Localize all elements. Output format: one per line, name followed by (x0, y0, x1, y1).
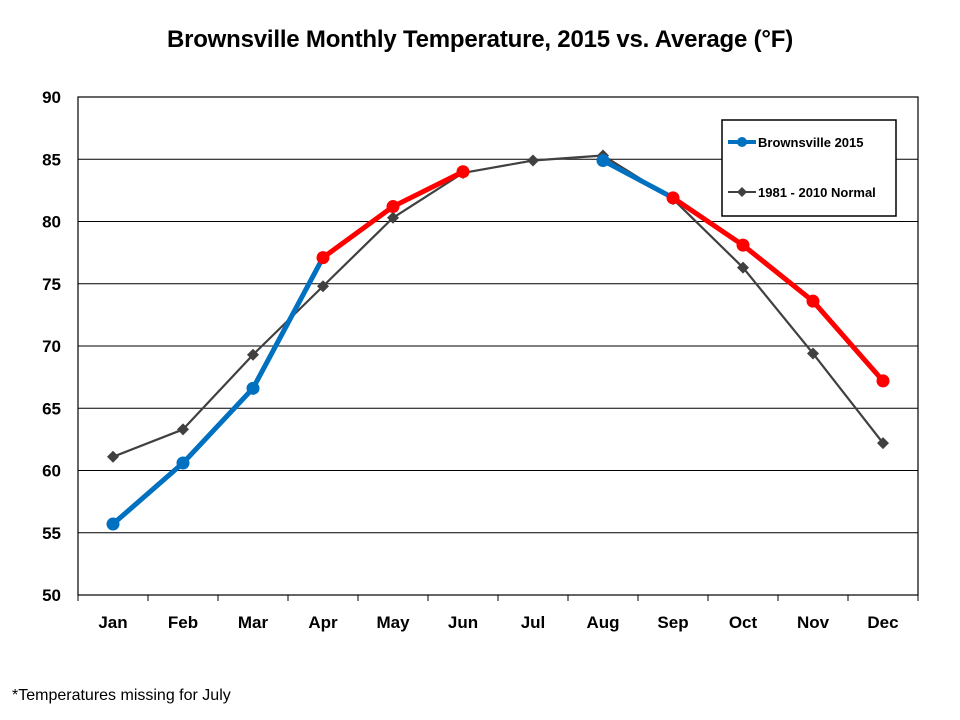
series-2015-point (806, 294, 820, 308)
legend-swatch-2015-marker (737, 137, 747, 147)
series-2015-segment (600, 157, 676, 201)
normal-point (177, 423, 189, 436)
y-tick-label: 75 (42, 275, 61, 294)
x-tick-label: Sep (657, 613, 688, 632)
y-tick-label: 80 (42, 213, 61, 232)
series-2015-point (106, 517, 120, 531)
series-2015-point (176, 456, 190, 470)
legend-box (721, 119, 897, 217)
series-markers (106, 149, 890, 531)
normal-point (107, 450, 119, 463)
normal-series-line (112, 154, 884, 458)
x-tick-label: Mar (238, 613, 269, 632)
series-2015-segment (180, 385, 256, 466)
x-tick-label: Dec (867, 613, 898, 632)
legend-swatch-normal-marker (737, 187, 747, 197)
x-tick-label: Jul (521, 613, 546, 632)
legend: Brownsville 2015 1981 - 2010 Normal (721, 119, 897, 217)
y-tick-label: 85 (42, 150, 61, 169)
x-tick-label: Nov (797, 613, 830, 632)
y-tick-label: 65 (42, 399, 61, 418)
footnote: *Temperatures missing for July (12, 687, 231, 704)
series-2015-point (246, 381, 260, 395)
series-2015-point (596, 153, 610, 167)
x-tick-label: Jun (448, 613, 478, 632)
normal-point (387, 211, 399, 224)
series-2015-point (386, 200, 400, 214)
series-2015-point (736, 238, 750, 252)
series-2015-point (456, 165, 470, 179)
y-tick-label: 90 (42, 88, 61, 107)
x-tick-label: Oct (729, 613, 758, 632)
y-tick-label: 70 (42, 337, 61, 356)
series-lines (110, 154, 886, 527)
y-tick-label: 55 (42, 524, 61, 543)
series-2015-segment (320, 204, 396, 261)
series-2015-segment (810, 298, 886, 384)
normal-point (737, 261, 749, 274)
series-2015-point (316, 251, 330, 265)
series-2015-point (666, 191, 680, 205)
normal-point (877, 437, 889, 450)
x-tick-label: Aug (586, 613, 619, 632)
series-2015-segment (740, 242, 816, 304)
x-tick-label: May (376, 613, 410, 632)
x-tick-label: Apr (308, 613, 338, 632)
x-tick-label: Jan (98, 613, 127, 632)
series-2015-segment (110, 460, 186, 527)
legend-label-normal: 1981 - 2010 Normal (758, 185, 876, 200)
normal-point (247, 348, 259, 361)
legend-label-2015: Brownsville 2015 (758, 135, 864, 150)
series-2015-segment (390, 169, 466, 210)
series-2015-segment (670, 195, 746, 248)
chart-title: Brownsville Monthly Temperature, 2015 vs… (166, 26, 794, 53)
y-tick-label: 50 (42, 586, 61, 605)
x-tick-label: Feb (168, 613, 198, 632)
series-2015-point (876, 374, 890, 388)
normal-point (527, 154, 539, 167)
y-tick-label: 60 (42, 462, 61, 481)
normal-point (317, 280, 329, 293)
series-2015-segment (250, 255, 326, 391)
normal-point (807, 347, 819, 360)
axes: 50 55 60 65 70 75 80 85 90 Jan Feb Mar Apr May Jun Jul A… (42, 88, 919, 632)
